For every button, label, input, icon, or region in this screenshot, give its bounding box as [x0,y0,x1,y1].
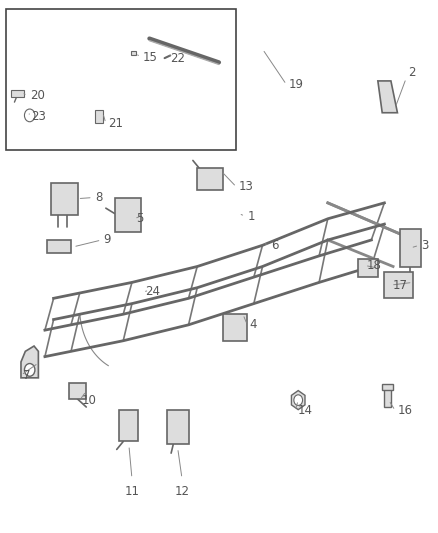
Text: 8: 8 [95,191,102,204]
Text: 17: 17 [393,279,408,292]
Text: 22: 22 [170,52,185,64]
Text: 18: 18 [367,259,382,272]
Text: 6: 6 [271,239,279,252]
Text: 1: 1 [247,209,255,223]
Text: 4: 4 [250,318,257,332]
FancyBboxPatch shape [6,10,237,150]
Bar [223,314,247,341]
Text: 7: 7 [23,369,31,382]
Bar [95,110,103,123]
Bar [385,272,413,298]
Text: 9: 9 [104,233,111,246]
Bar [47,240,71,253]
Text: 12: 12 [174,485,190,498]
Text: 23: 23 [31,110,46,124]
Bar [399,229,421,266]
Polygon shape [21,346,39,378]
Text: 19: 19 [289,78,304,91]
Text: 3: 3 [421,239,429,252]
Text: 11: 11 [124,485,139,498]
Bar [51,183,78,215]
Text: 21: 21 [108,117,123,130]
Bar [197,168,223,190]
Text: 14: 14 [297,404,312,417]
Text: 16: 16 [397,404,413,417]
Bar [358,259,378,277]
Polygon shape [378,81,397,113]
Text: 20: 20 [30,89,45,102]
Circle shape [25,364,35,376]
Bar [385,389,391,407]
Text: 24: 24 [145,286,160,298]
Circle shape [294,395,303,406]
Text: 10: 10 [82,393,97,407]
Bar [131,51,136,55]
Bar [11,91,24,97]
Bar [115,198,141,232]
Bar [382,384,393,390]
Bar [69,383,86,399]
Bar [119,410,138,441]
Bar [167,410,188,444]
Text: 13: 13 [239,181,254,193]
Circle shape [25,109,35,122]
Text: 15: 15 [143,51,158,63]
Text: 5: 5 [136,212,144,225]
Text: 2: 2 [408,67,416,79]
